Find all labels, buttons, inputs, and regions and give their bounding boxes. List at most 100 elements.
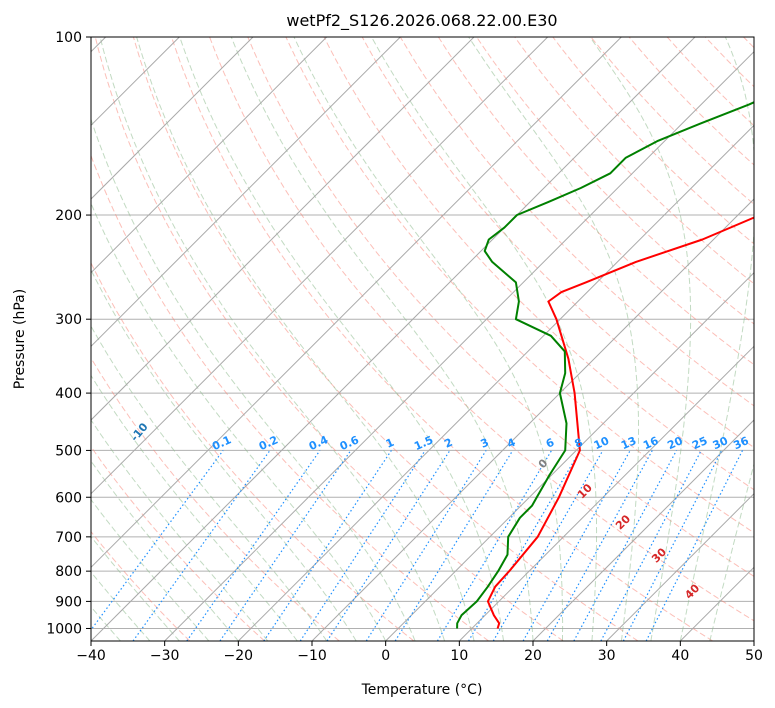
x-tick-label: 0	[381, 648, 390, 664]
x-tick-label: 40	[671, 648, 689, 664]
moist-adiabat-label: 40	[682, 581, 702, 601]
temperature-trace	[486, 216, 754, 629]
moist-adiabat	[179, 37, 504, 641]
line-labels: 0.1 0.2 0.4 0.6 1 1.5 2 3 4 6 8 10 13 16 20 25 30 36-1001…	[128, 420, 751, 601]
mixing-ratio-line	[546, 450, 653, 641]
dry-adiabat	[285, 37, 754, 534]
y-tick-label: 300	[55, 312, 82, 328]
y-tick-label: 900	[55, 594, 82, 610]
mixing-ratio-label: 30	[711, 434, 731, 452]
x-tick-label: 30	[598, 648, 616, 664]
mixing-ratio-label: 6	[544, 436, 557, 451]
moist-adiabat	[468, 37, 639, 641]
y-tick-label: 1000	[46, 621, 82, 637]
dry-adiabat	[361, 37, 754, 449]
mixing-ratio-label: 13	[619, 434, 638, 452]
isotherm	[91, 37, 475, 421]
dry-adiabat	[399, 37, 754, 407]
isotherm	[91, 37, 328, 274]
y-axis-label: Pressure (hPa)	[12, 289, 28, 389]
isotherm	[385, 271, 754, 641]
x-tick-label: 10	[450, 648, 468, 664]
moist-adiabat	[293, 37, 564, 641]
dry-adiabat	[171, 37, 713, 641]
dry-adiabat	[437, 37, 754, 366]
mixing-ratio-line	[263, 450, 392, 641]
isotherm	[164, 50, 754, 641]
mixing-ratio-label: 2	[442, 436, 454, 451]
mixing-ratio-line	[186, 450, 321, 641]
moist-adiabat	[136, 37, 475, 641]
moist-adiabat	[91, 268, 357, 641]
mixing-ratio-line	[365, 450, 487, 641]
mixing-ratio-line	[436, 450, 553, 641]
chart-title: wetPf2_S126.2026.068.22.00.E30	[286, 11, 557, 31]
x-tick-label: 20	[524, 648, 542, 664]
moist-adiabat	[99, 37, 446, 641]
dry-adiabat	[590, 37, 754, 205]
x-axis: −40 −30 −20 −10 0 10 20 30 40 50	[76, 641, 763, 664]
mixing-ratio-line	[492, 450, 604, 641]
moist-adiabats	[91, 37, 754, 641]
isotherm	[458, 345, 754, 641]
mixing-ratio-lines	[91, 450, 744, 641]
x-tick-label: −40	[76, 648, 106, 664]
dry-adiabat	[91, 154, 489, 641]
y-axis: 100 200 300 400 500 600 700 800 900 1000	[46, 30, 91, 637]
isotherm	[91, 37, 622, 569]
isotherm	[311, 198, 754, 641]
isotherm	[91, 37, 401, 348]
isotherm	[91, 37, 696, 641]
mixing-ratio-label: 10	[592, 434, 612, 452]
y-tick-label: 800	[55, 564, 82, 580]
isotherm	[237, 124, 754, 641]
moist-adiabat-label: 20	[613, 512, 633, 532]
dry-adiabat	[704, 37, 754, 88]
moist-adiabat-label: 10	[575, 481, 595, 501]
pressure-gridlines	[91, 37, 754, 629]
mixing-ratio-line	[394, 450, 514, 641]
x-tick-label: −10	[297, 648, 327, 664]
moist-adiabat	[91, 460, 239, 641]
mixing-ratio-line	[132, 450, 271, 641]
y-tick-label: 200	[55, 208, 82, 224]
x-tick-label: −20	[224, 648, 254, 664]
moist-adiabat	[91, 419, 269, 641]
mixing-ratio-line	[219, 450, 352, 641]
sounding-traces	[456, 101, 754, 629]
mixing-ratio-line	[522, 450, 631, 641]
dry-adiabat	[91, 357, 340, 641]
moist-adiabat	[91, 374, 298, 641]
y-tick-label: 600	[55, 490, 82, 506]
x-tick-label: −30	[150, 648, 180, 664]
dry-adiabat	[94, 37, 564, 641]
plot-frame	[90, 36, 755, 642]
y-tick-label: 400	[55, 386, 82, 402]
moist-adiabat	[589, 37, 692, 641]
moist-adiabat	[91, 535, 180, 641]
x-axis-label: Temperature (°C)	[361, 682, 483, 698]
isotherm	[532, 419, 754, 641]
moist-adiabat	[679, 37, 754, 641]
dry-adiabat	[743, 37, 754, 49]
y-tick-label: 500	[55, 443, 82, 459]
isotherm	[679, 566, 754, 641]
moist-adiabat-label: 0	[536, 456, 551, 471]
moist-adiabat	[91, 117, 416, 641]
dry-adiabat	[628, 37, 754, 166]
isotherm	[91, 37, 254, 200]
y-tick-label: 100	[55, 30, 82, 46]
dry-adiabat	[209, 37, 754, 622]
dry-adiabat	[91, 530, 191, 641]
isotherm	[753, 640, 754, 641]
moist-adiabat	[230, 37, 534, 641]
dry-adiabats	[91, 37, 754, 641]
mixing-ratio-label: 4	[505, 436, 518, 451]
moist-adiabat	[91, 325, 328, 641]
mixing-ratio-label: 36	[731, 434, 751, 452]
isotherm	[606, 492, 754, 641]
dry-adiabat-label: -10	[128, 420, 151, 444]
mixing-ratio-line	[91, 450, 224, 631]
moist-adiabat	[371, 37, 598, 641]
